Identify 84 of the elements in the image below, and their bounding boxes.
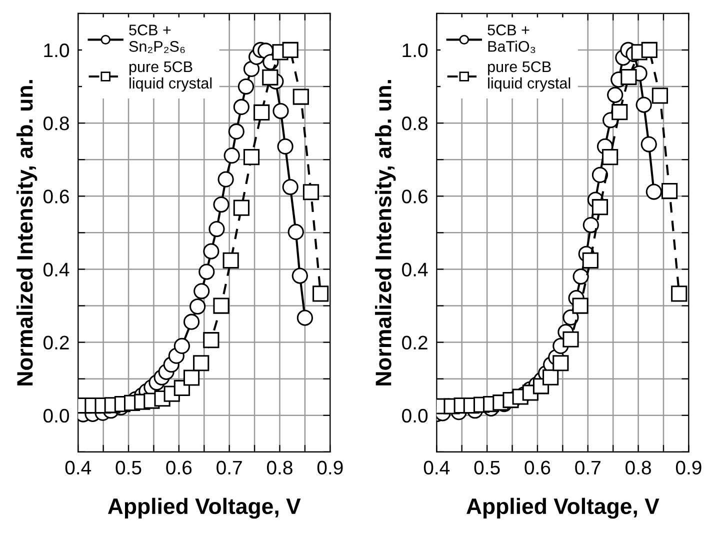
point — [646, 184, 662, 200]
y-tick-label: 0.4 — [402, 262, 428, 276]
point — [194, 283, 210, 300]
point — [292, 268, 308, 284]
point — [640, 136, 657, 152]
x-tick-label: 0.7 — [575, 460, 600, 475]
point — [198, 264, 215, 280]
point — [254, 104, 270, 121]
point — [542, 369, 559, 386]
y-tick-label: 0.8 — [402, 116, 428, 130]
x-tick-label: 0.8 — [266, 460, 292, 475]
point — [572, 298, 588, 314]
point — [233, 200, 250, 216]
point — [222, 252, 239, 269]
x-tick-label: 0.6 — [166, 460, 192, 475]
y-tick-label: 0.6 — [44, 190, 69, 204]
point — [592, 166, 608, 184]
point — [183, 370, 200, 386]
x-tick-label: 0.4 — [65, 460, 92, 475]
x-tick-label: 0.8 — [626, 460, 651, 475]
point — [661, 182, 678, 200]
point — [224, 148, 240, 164]
point — [552, 355, 569, 372]
point — [592, 199, 608, 216]
y-axis-title: Normalized Intensity, arb. un. — [375, 80, 396, 386]
point — [582, 252, 598, 269]
point — [288, 224, 304, 240]
point — [183, 314, 200, 330]
legend-label: 5CB + BaTiO₃ — [488, 24, 536, 54]
point — [282, 178, 298, 196]
point — [272, 102, 289, 120]
point — [602, 148, 618, 166]
point — [238, 78, 254, 95]
y-tick-label: 1.0 — [402, 43, 428, 58]
point — [213, 196, 230, 213]
x-axis-title: Applied Voltage, V — [466, 498, 660, 519]
point — [282, 42, 298, 58]
point — [193, 355, 210, 372]
x-tick-label: 0.9 — [317, 460, 343, 475]
point — [292, 88, 309, 105]
point — [208, 220, 225, 238]
x-tick-label: 0.6 — [524, 460, 550, 475]
point — [641, 42, 658, 58]
x-tick-label: 0.4 — [424, 460, 450, 475]
point — [213, 298, 230, 314]
point — [277, 138, 294, 155]
x-tick-label: 0.5 — [116, 460, 142, 475]
legend-label: pure 5CB liquid crystal — [130, 61, 212, 92]
y-tick-label: 0.4 — [44, 262, 70, 276]
point — [302, 184, 320, 200]
point — [203, 332, 220, 348]
x-tick-label: 0.7 — [216, 460, 242, 475]
point — [262, 69, 278, 86]
point — [312, 286, 329, 302]
x-axis-title: Applied Voltage, V — [108, 498, 301, 519]
point — [562, 331, 579, 348]
y-tick-label: 0.2 — [44, 336, 69, 350]
x-tick-label: 0.9 — [676, 460, 702, 475]
point — [203, 243, 220, 260]
point — [612, 104, 628, 120]
y-tick-label: 0.8 — [44, 116, 69, 130]
point — [233, 98, 250, 116]
point — [174, 338, 190, 354]
point — [190, 298, 206, 315]
point — [671, 286, 688, 302]
y-tick-label: 0.2 — [402, 336, 428, 350]
point — [296, 310, 313, 326]
x-tick-label: 0.5 — [474, 460, 500, 475]
point — [228, 123, 244, 140]
point — [243, 148, 260, 166]
point — [620, 68, 637, 86]
y-tick-label: 0.0 — [402, 408, 428, 423]
point — [572, 268, 589, 285]
y-tick-label: 0.6 — [402, 190, 428, 204]
y-tick-label: 1.0 — [44, 43, 70, 58]
y-tick-label: 0.0 — [44, 408, 70, 423]
point — [607, 86, 624, 103]
point — [243, 60, 260, 78]
legend-label: pure 5CB liquid crystal — [488, 61, 570, 92]
point — [218, 171, 234, 188]
point — [652, 88, 668, 104]
point — [582, 216, 599, 234]
y-axis-title: Normalized Intensity, arb. un. — [16, 80, 38, 386]
point — [636, 96, 652, 113]
